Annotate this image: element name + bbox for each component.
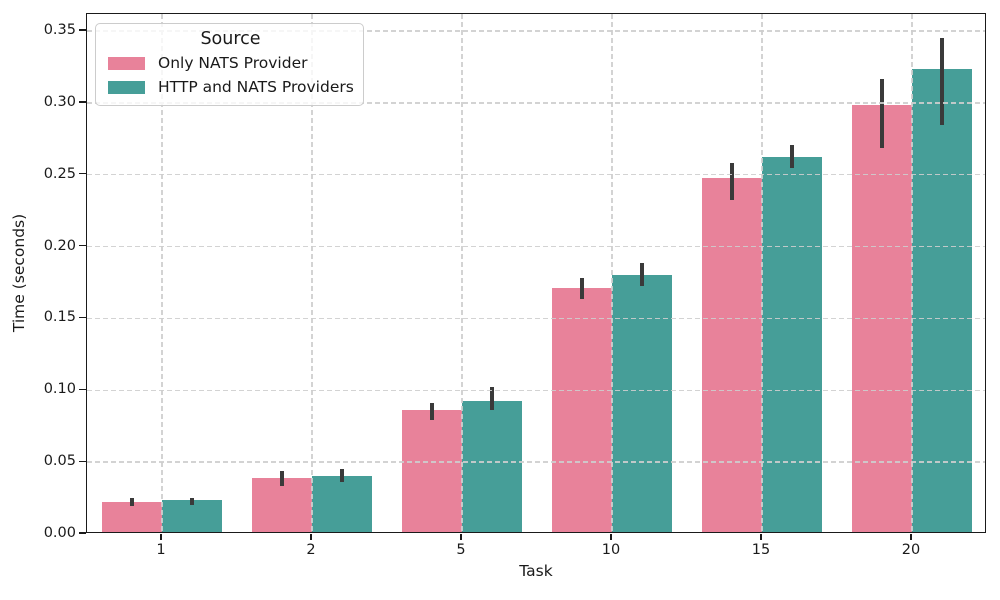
bar xyxy=(852,105,912,532)
legend-item-label: HTTP and NATS Providers xyxy=(158,78,354,96)
y-tick xyxy=(79,244,86,247)
error-bar xyxy=(730,162,734,200)
bar xyxy=(762,156,822,532)
bars-layer xyxy=(87,14,985,532)
y-tick xyxy=(79,532,86,534)
y-tick-label: 0.35 xyxy=(43,21,76,38)
x-tick-label: 5 xyxy=(456,542,466,558)
legend-item-http-and-nats: HTTP and NATS Providers xyxy=(108,77,354,97)
x-tick xyxy=(460,534,462,540)
x-tick-label: 15 xyxy=(751,542,771,558)
error-bar xyxy=(490,386,494,410)
y-tick-label: 0.05 xyxy=(43,453,76,470)
error-bar xyxy=(430,402,434,420)
x-tick-label: 1 xyxy=(156,542,166,558)
plot-area: Source Only NATS Provider HTTP and NATS … xyxy=(86,13,986,533)
bar xyxy=(162,500,222,532)
bar xyxy=(402,409,462,532)
legend-swatch-http-and-nats-icon xyxy=(108,80,145,94)
y-tick-label: 0.15 xyxy=(43,309,76,326)
bar xyxy=(702,178,762,532)
y-tick xyxy=(79,316,86,319)
y-tick-label: 0.00 xyxy=(43,525,76,541)
legend: Source Only NATS Provider HTTP and NATS … xyxy=(95,23,364,106)
legend-title: Source xyxy=(200,29,261,49)
error-bar xyxy=(190,497,194,505)
error-bar xyxy=(940,37,944,126)
x-tick xyxy=(910,534,912,540)
y-tick xyxy=(79,101,86,103)
y-tick xyxy=(79,388,86,390)
x-axis-label: Task xyxy=(519,562,553,580)
y-tick-label: 0.20 xyxy=(43,237,76,254)
bar xyxy=(102,501,162,532)
error-bar xyxy=(640,263,644,287)
y-tick xyxy=(79,29,86,31)
error-bar xyxy=(340,468,344,483)
y-tick-label: 0.10 xyxy=(43,381,76,398)
bar xyxy=(252,478,312,532)
y-tick-label: 0.30 xyxy=(43,93,76,110)
x-tick xyxy=(160,534,162,540)
x-tick-label: 20 xyxy=(901,542,921,558)
bar xyxy=(312,475,372,532)
error-bar xyxy=(880,79,884,149)
error-bar xyxy=(580,277,584,300)
bar xyxy=(552,287,612,532)
y-tick xyxy=(79,173,86,175)
x-tick xyxy=(310,534,312,540)
bar xyxy=(462,401,522,532)
bar xyxy=(612,274,672,532)
y-tick xyxy=(79,460,86,462)
x-tick-label: 10 xyxy=(601,542,621,558)
x-tick-label: 2 xyxy=(306,542,316,558)
legend-swatch-only-nats-icon xyxy=(108,56,145,70)
x-tick xyxy=(610,534,612,540)
legend-item-label: Only NATS Provider xyxy=(158,54,308,72)
bar xyxy=(912,69,972,532)
error-bar xyxy=(130,497,134,507)
x-tick xyxy=(760,534,762,540)
error-bar xyxy=(790,145,794,169)
error-bar xyxy=(280,470,284,487)
y-tick-label: 0.25 xyxy=(43,165,76,182)
legend-item-only-nats: Only NATS Provider xyxy=(108,53,353,73)
